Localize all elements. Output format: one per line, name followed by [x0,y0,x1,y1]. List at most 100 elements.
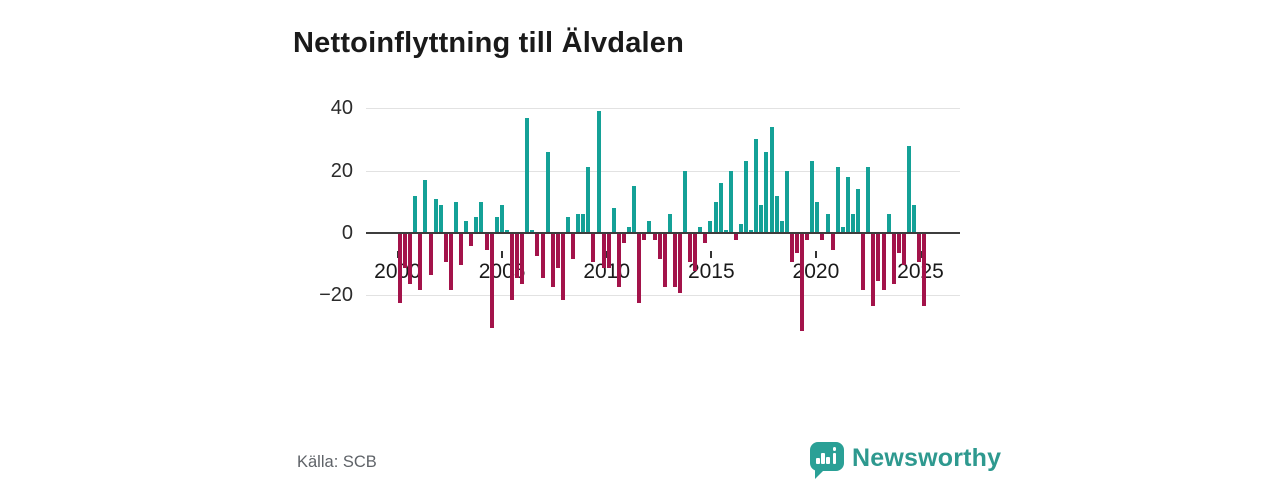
x-tick-mark [710,251,713,258]
y-tick-label: 0 [341,222,353,244]
bar [876,234,881,281]
bar [555,234,560,269]
bar [494,217,499,233]
bar [509,234,514,300]
bar [433,198,438,233]
bar [464,220,469,233]
bar [418,234,423,291]
bar [606,234,611,269]
bar [545,151,550,233]
bar [845,176,850,233]
x-tick-mark [501,251,504,258]
bar [550,234,555,288]
bar [596,111,601,233]
bar [754,139,759,233]
bar [657,234,662,259]
bar [469,234,474,247]
x-tick-mark [396,251,399,258]
bar [739,223,744,233]
bar [861,234,866,291]
bar [810,161,815,233]
zero-axis-line [366,231,960,235]
bar [616,234,621,288]
bar [871,234,876,306]
bar [698,226,703,233]
y-tick-label: 20 [330,159,353,182]
bar [886,214,891,233]
bar [565,217,570,233]
bar [820,234,825,241]
page-title: Nettoinflyttning till Älvdalen [293,27,685,60]
bar [581,214,586,233]
bar [571,234,576,259]
bar [891,234,896,284]
bar [672,234,677,288]
bar [917,234,922,263]
bar [825,214,830,233]
bar [703,234,708,244]
newsworthy-logo-text: Newsworthy [852,444,1002,472]
bar [866,167,871,233]
bar [484,234,489,250]
bar [907,145,911,233]
bar [667,214,672,233]
gridline [366,108,960,110]
bar [398,234,402,303]
bar [515,234,520,278]
bar [795,234,800,253]
x-tick-label: 2015 [687,260,735,283]
bar [856,189,861,233]
bar [601,234,606,269]
bar [632,186,637,233]
bar [642,234,647,241]
bar [769,126,774,233]
y-tick-label: 40 [330,97,353,120]
bar [621,234,626,244]
bar [489,234,494,328]
bar [611,208,616,233]
bar [789,234,794,263]
newsworthy-logo[interactable]: Newsworthy [810,441,1010,480]
bar [759,204,764,233]
bar [499,204,504,233]
x-tick-mark [814,251,817,258]
bar [403,234,408,269]
bar [540,234,545,278]
bar [530,229,535,233]
bar [438,204,443,233]
bar [576,214,581,233]
bar [520,234,525,284]
bar-chart-speech-bubble-icon [810,442,844,479]
bar [851,214,855,233]
bar [652,234,657,241]
bar [764,151,769,233]
bar [733,234,738,241]
bar [408,234,413,284]
bar [749,229,754,233]
bar [453,201,458,233]
bar [835,167,840,233]
bar [774,195,779,233]
bar [586,167,591,233]
bar [744,161,749,233]
bar-chart-plot-area [366,95,960,340]
bar [896,234,901,253]
bar [535,234,540,256]
bar [922,234,927,306]
bar [693,234,698,272]
bar [815,201,820,233]
bar [677,234,682,294]
x-tick-label: 2005 [478,260,526,283]
bar [830,234,835,250]
bar [647,220,652,233]
bar [805,234,810,241]
source-label: Källa: SCB [297,453,377,471]
bar [443,234,448,263]
bar [428,234,433,275]
bar [423,179,428,233]
bar [840,226,845,233]
gridline [366,295,960,297]
bar [459,234,464,266]
bar [662,234,667,288]
x-tick-label: 2025 [897,260,944,283]
